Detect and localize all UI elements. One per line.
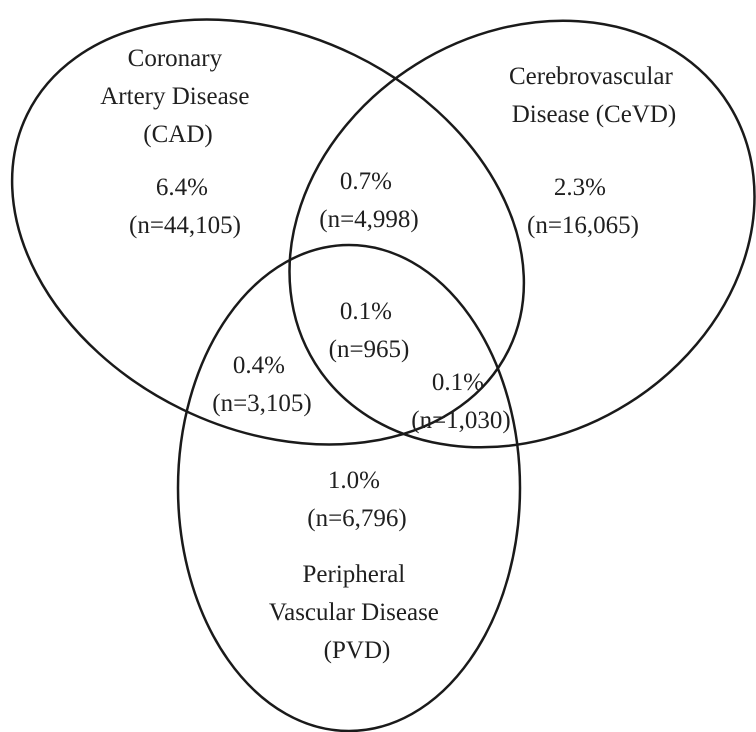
cad-set-label: Coronary Artery Disease (CAD)	[100, 45, 256, 148]
region-pvd-only-value: 1.0% (n=6,796)	[307, 467, 407, 532]
region-cevd-pvd-value: 0.1% (n=1,030)	[411, 369, 511, 434]
region-all-three-value: 0.1% (n=965)	[329, 298, 410, 363]
region-cad-pvd-value: 0.4% (n=3,105)	[212, 352, 312, 417]
region-cad-only-value: 6.4% (n=44,105)	[129, 174, 241, 239]
region-cad-cevd-value: 0.7% (n=4,998)	[319, 168, 419, 233]
cevd-set-label: Cerebrovascular Disease (CeVD)	[509, 63, 679, 128]
cevd-set-outline	[288, 19, 756, 449]
cad-set-outline	[10, 18, 526, 446]
pvd-set-outline	[176, 243, 522, 732]
pvd-set-label: Peripheral Vascular Disease (PVD)	[269, 561, 445, 664]
region-cevd-only-value: 2.3% (n=16,065)	[527, 174, 639, 239]
